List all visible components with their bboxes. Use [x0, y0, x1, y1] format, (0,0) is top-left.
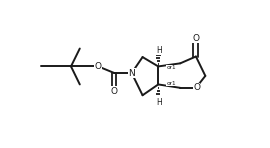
Text: O: O: [111, 87, 118, 96]
Text: or1: or1: [166, 65, 176, 70]
Text: H: H: [156, 46, 162, 55]
Text: N: N: [128, 69, 135, 78]
Text: O: O: [193, 83, 200, 92]
Text: O: O: [95, 62, 102, 71]
Text: or1: or1: [166, 81, 176, 86]
Text: O: O: [193, 34, 200, 43]
Text: H: H: [156, 98, 162, 107]
